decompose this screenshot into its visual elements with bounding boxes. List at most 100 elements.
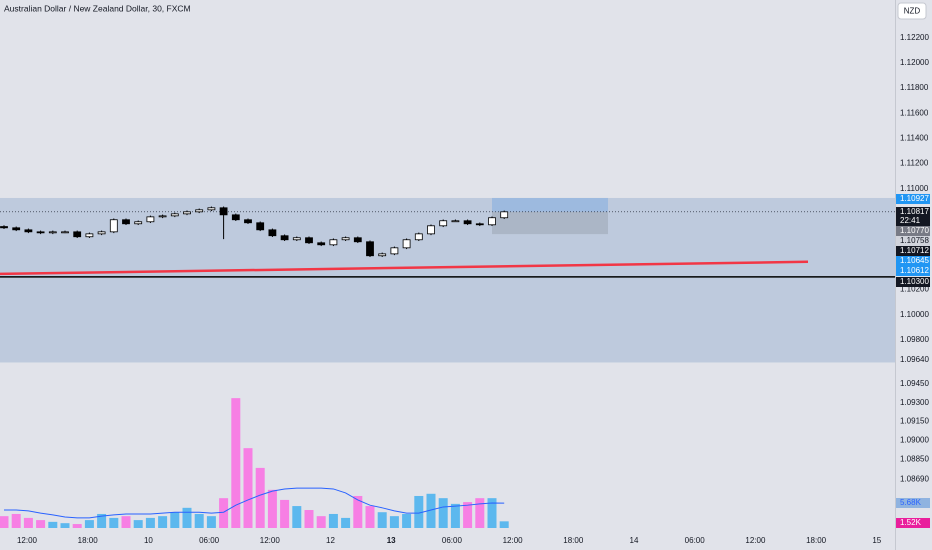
- x-tick-label: 10: [144, 536, 153, 545]
- candle-body: [427, 225, 435, 235]
- candle-body: [500, 211, 509, 219]
- volume-bar: [231, 398, 241, 528]
- x-tick-label: 06:00: [685, 536, 706, 545]
- y-tick-label: 1.12000: [900, 58, 929, 67]
- axis-marker-label: 1.10770: [900, 226, 929, 235]
- volume-bar: [182, 507, 192, 528]
- volume-bar: [450, 503, 460, 528]
- candle-body: [24, 229, 33, 233]
- volume-bar: [109, 517, 119, 528]
- volume-bar: [487, 498, 497, 528]
- candle-body: [134, 221, 143, 225]
- axis-marker-label: 1.10612: [900, 266, 929, 275]
- x-tick-label: 15: [872, 536, 881, 545]
- candle-body: [475, 223, 484, 226]
- y-tick-label: 1.09450: [900, 379, 929, 388]
- axis-marker: [896, 236, 930, 246]
- volume-bar: [194, 513, 204, 528]
- y-tick-label: 1.12200: [900, 33, 929, 42]
- x-tick-label: 12:00: [260, 536, 281, 545]
- candle-body: [231, 214, 240, 221]
- candle-body: [122, 219, 130, 225]
- volume-bar: [499, 521, 509, 528]
- countdown: 22:41: [900, 216, 921, 225]
- axis-marker-label: 1.10758: [900, 236, 929, 245]
- candle-body: [256, 222, 265, 231]
- y-tick-label: 1.08850: [900, 454, 929, 463]
- candle-body: [366, 241, 374, 257]
- volume-bar: [255, 467, 265, 528]
- y-tick-label: 1.09300: [900, 398, 929, 407]
- candle-body: [0, 226, 8, 229]
- x-tick-label: 18:00: [78, 536, 99, 545]
- candle-body: [341, 237, 350, 241]
- volume-bar: [353, 495, 363, 528]
- axis-marker: [896, 226, 930, 236]
- x-tick-label: 14: [630, 536, 639, 545]
- candle-body: [390, 247, 399, 255]
- candle-body: [292, 237, 301, 241]
- y-tick-label: 1.08690: [900, 475, 929, 484]
- volume-marker: [896, 518, 930, 528]
- candle-body: [219, 207, 228, 216]
- volume-bar: [36, 520, 46, 528]
- y-tick-label: 1.11400: [900, 134, 929, 143]
- candle-body: [268, 229, 277, 237]
- volume-bar: [97, 513, 107, 528]
- candle-body: [195, 209, 204, 213]
- volume-bar: [60, 523, 70, 528]
- volume-bar: [389, 516, 399, 528]
- candle-body: [451, 220, 460, 223]
- volume-bar: [170, 512, 180, 528]
- candle-body: [329, 239, 338, 246]
- candle-body: [207, 207, 216, 211]
- volume-bar: [414, 495, 424, 528]
- candle-body: [280, 235, 289, 241]
- candle-body: [183, 211, 191, 215]
- volume-bar: [328, 513, 338, 528]
- currency-label: NZD: [904, 7, 921, 16]
- y-tick-label: 1.11000: [900, 184, 929, 193]
- volume-bar: [304, 510, 314, 528]
- candle-body: [109, 219, 118, 233]
- candle-body: [61, 231, 69, 234]
- candle-body: [353, 237, 362, 243]
- axis-marker: [896, 194, 930, 204]
- currency-button[interactable]: [897, 2, 927, 20]
- axis-marker: [896, 246, 930, 256]
- candle-body: [305, 237, 313, 244]
- x-tick-label: 18:00: [563, 536, 584, 545]
- volume-bar: [72, 524, 82, 528]
- red-line: [0, 260, 809, 276]
- candle-body: [402, 239, 411, 249]
- candle-body: [414, 233, 423, 241]
- position-target: [492, 197, 608, 212]
- candle-body: [170, 213, 179, 217]
- axis-marker-label: 1.10645: [900, 256, 929, 265]
- y-tick-label: 1.10000: [900, 310, 929, 319]
- volume-bar: [158, 516, 168, 528]
- axis-marker: [896, 207, 930, 226]
- y-tick-label: 1.09800: [900, 335, 929, 344]
- volume-bar: [84, 520, 94, 528]
- y-tick-label: 1.09150: [900, 417, 929, 426]
- zone: [0, 197, 895, 363]
- candle-body: [73, 231, 82, 238]
- volume-bar: [267, 489, 277, 528]
- volume-bar: [292, 506, 302, 528]
- axis-marker-label: 1.10300: [900, 277, 929, 286]
- candle-body: [36, 231, 45, 234]
- volume-bar: [23, 517, 33, 528]
- candle-body: [158, 215, 167, 218]
- y-tick-label: 1.09000: [900, 436, 929, 445]
- volume-bar: [463, 502, 473, 528]
- candle-body: [12, 227, 21, 231]
- candle-body: [48, 231, 57, 234]
- candle-body: [244, 219, 252, 224]
- position-stop: [492, 211, 608, 235]
- volume-bar: [243, 448, 253, 528]
- volume-bar: [206, 516, 216, 528]
- x-tick-label: 06:00: [442, 536, 463, 545]
- candle-body: [463, 220, 472, 225]
